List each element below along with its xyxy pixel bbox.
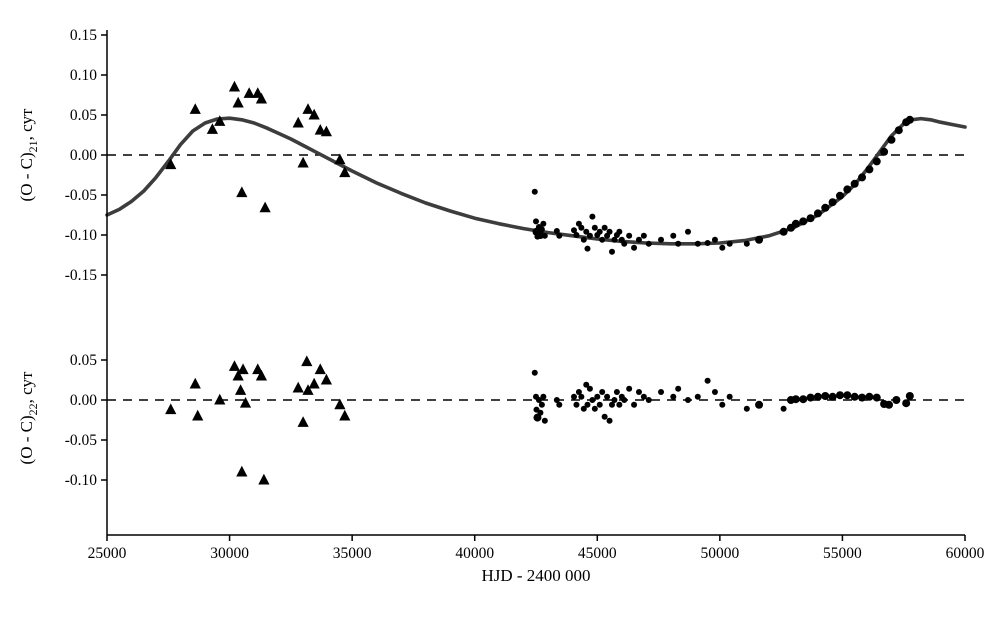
y-tick-label-bottom: -0.05 [65,432,98,449]
y-title-bottom-subscript: 22 [26,403,40,416]
y-tick-label-top: 0.00 [70,147,97,164]
x-tick-label: 30000 [210,545,249,562]
y-title-top-main: (O - C) [17,152,36,202]
x-tick-label: 50000 [700,545,739,562]
top-circle-observations [531,115,914,255]
y-title-bottom-main: (O - C) [17,415,36,465]
y-title-bottom-suffix: , сут [17,371,36,404]
x-tick-label: 55000 [823,545,862,562]
bottom-circle-residuals [531,369,914,424]
x-tick-label: 35000 [333,545,372,562]
y-tick-label-top: -0.05 [65,187,98,204]
top-triangle-observations [165,80,351,213]
x-tick-label: 25000 [88,545,127,562]
x-tick-label: 45000 [578,545,617,562]
x-tick-label: 60000 [946,545,985,562]
top-model-curve [105,116,967,246]
y-axis-title-bottom: (O - C)22, сут [17,298,40,538]
x-tick-label: 40000 [455,545,494,562]
y-tick-label-top: -0.10 [65,227,98,244]
y-title-top-subscript: 21 [26,140,40,153]
y-tick-label-top: 0.05 [70,107,97,124]
bottom-triangle-residuals [165,355,351,485]
y-tick-label-bottom: 0.00 [70,392,97,409]
y-tick-label-top: 0.15 [70,27,97,44]
y-tick-label-bottom: 0.05 [70,352,97,369]
y-title-top-suffix: , сут [17,108,36,141]
y-tick-label-top: 0.10 [70,67,97,84]
x-axis-title: HJD - 2400 000 [481,566,591,585]
y-tick-label-top: -0.15 [65,267,98,284]
y-tick-label-bottom: -0.10 [65,472,98,489]
y-axis-title-top: (O - C)21, сут [17,35,40,275]
